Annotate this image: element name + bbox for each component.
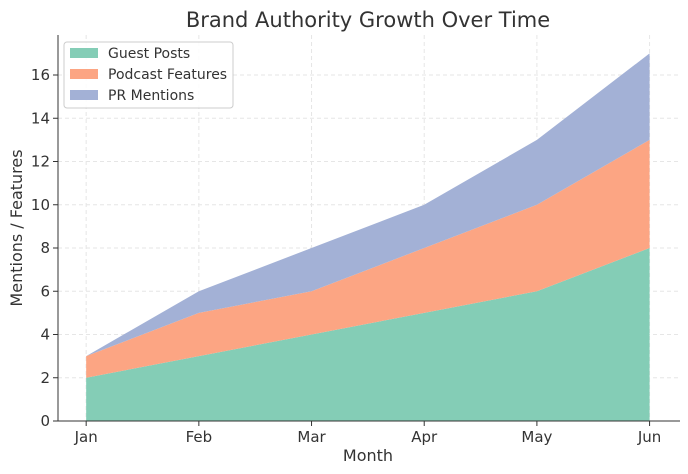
x-axis-label: Month: [343, 446, 393, 465]
y-tick-label: 10: [31, 196, 50, 214]
legend-label: Guest Posts: [108, 46, 190, 62]
x-tick-label: Jun: [637, 428, 661, 446]
legend-swatch: [70, 90, 98, 100]
y-tick-label: 0: [40, 412, 50, 430]
y-tick-label: 12: [31, 153, 50, 171]
y-tick-label: 4: [40, 326, 50, 344]
x-tick-label: Jan: [74, 428, 98, 446]
legend-label: PR Mentions: [108, 88, 194, 104]
legend-label: Podcast Features: [108, 67, 227, 83]
y-tick-label: 16: [31, 66, 50, 84]
x-tick-label: Apr: [411, 428, 438, 446]
y-tick-label: 2: [40, 369, 50, 387]
area-podcast-features: [86, 139, 650, 378]
area-guest-posts: [86, 248, 650, 421]
area-pr-mentions: [86, 53, 650, 357]
x-tick-label: Feb: [186, 428, 213, 446]
chart-title: Brand Authority Growth Over Time: [186, 8, 550, 32]
y-axis-label: Mentions / Features: [7, 149, 26, 306]
legend: Guest Posts Podcast Features PR Mentions: [63, 41, 234, 109]
legend-swatch: [70, 48, 98, 58]
y-tick-label: 14: [31, 109, 50, 127]
x-tick-label: Mar: [297, 428, 326, 446]
y-tick-label: 6: [40, 282, 50, 300]
y-tick-label: 8: [40, 239, 50, 257]
legend-box: [63, 41, 234, 109]
legend-swatch: [70, 69, 98, 79]
x-tick-label: May: [521, 428, 552, 446]
